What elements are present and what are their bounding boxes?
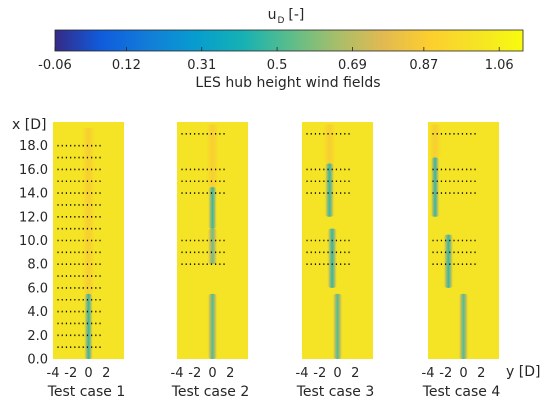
colorbar-gradient <box>54 29 524 52</box>
x-tick-label: 2 <box>102 366 110 381</box>
panel-3: -4 -2 0 2 Test case 3 <box>296 122 375 400</box>
panel-title: Test case 1 <box>47 384 126 400</box>
panel-2: -4 -2 0 2 Test case 2 <box>171 122 250 400</box>
y-tick-label: 6.0 <box>27 281 48 296</box>
wake-segment <box>207 293 218 359</box>
x-tick-label: -2 <box>188 366 201 381</box>
x-tick-label: -2 <box>313 366 326 381</box>
wake-diffuse <box>81 127 96 294</box>
wake-diffuse <box>205 124 220 188</box>
colorbar-label-main: u <box>268 7 277 23</box>
colorbar-tick-label: 0.12 <box>112 58 141 73</box>
x-tick-label: -4 <box>47 366 60 381</box>
wake-segment <box>324 163 335 217</box>
y-axis-label: x [D] <box>12 117 46 133</box>
x-tick-label: -4 <box>296 366 309 381</box>
x-tick-label: -2 <box>439 366 452 381</box>
y-tick-label: 4.0 <box>27 305 48 320</box>
wake-segment <box>207 228 218 265</box>
x-tick-label: 0 <box>333 366 341 381</box>
x-tick-label: 0 <box>459 366 467 381</box>
wake-segment <box>458 293 469 359</box>
colorbar-label-unit: [-] <box>288 7 304 23</box>
y-tick-label: 8.0 <box>27 258 48 273</box>
x-tick-label: 0 <box>84 366 92 381</box>
colorbar-tick-label: 0.69 <box>338 58 367 73</box>
y-tick-label: 2.0 <box>27 329 48 344</box>
colorbar-tick-label: 0.5 <box>267 58 288 73</box>
y-tick-label: 18.0 <box>19 139 48 154</box>
colorbar-tick-label: 0.31 <box>187 58 216 73</box>
chart-title: LES hub height wind fields <box>195 75 380 91</box>
panel-title: Test case 4 <box>422 384 501 400</box>
colorbar: uD [-] -0.06 0.12 0.31 0.5 0.69 0.87 1.06 <box>38 7 524 73</box>
y-tick-label: 12.0 <box>19 210 48 225</box>
panel-title: Test case 3 <box>296 384 375 400</box>
wake-segment <box>430 157 440 217</box>
wake-segment <box>332 293 343 359</box>
wake-diffuse <box>428 124 443 158</box>
y-tick-label: 0.0 <box>27 353 48 368</box>
colorbar-tick-label: 1.06 <box>485 58 514 73</box>
x-axis-label: y [D] <box>506 364 540 380</box>
y-axis-ticks: 0.0 2.0 4.0 6.0 8.0 10.0 12.0 14.0 16.0 18.0 <box>19 139 48 367</box>
wake-segment <box>443 234 454 288</box>
y-tick-label: 10.0 <box>19 234 48 249</box>
panel-title: Test case 2 <box>171 384 250 400</box>
x-tick-label: -4 <box>422 366 435 381</box>
panel-1: -4 -2 0 2 Test case 1 <box>47 122 126 400</box>
x-tick-label: -2 <box>64 366 77 381</box>
wake-segment <box>83 293 94 359</box>
y-tick-label: 16.0 <box>19 163 48 178</box>
x-tick-label: 2 <box>351 366 359 381</box>
colorbar-ticks: -0.06 0.12 0.31 0.5 0.69 0.87 1.06 <box>38 47 514 73</box>
x-tick-label: 2 <box>226 366 234 381</box>
x-tick-label: -4 <box>171 366 184 381</box>
colorbar-tick-label: 0.87 <box>409 58 438 73</box>
colorbar-label-sub: D <box>277 16 284 26</box>
x-tick-label: 2 <box>477 366 485 381</box>
wake-segment <box>207 187 218 229</box>
wake-diffuse <box>322 124 337 164</box>
x-tick-label: 0 <box>208 366 216 381</box>
colorbar-tick-label: -0.06 <box>38 58 72 73</box>
panel-4: -4 -2 0 2 Test case 4 <box>422 122 501 400</box>
colorbar-label: uD [-] <box>268 7 305 26</box>
y-tick-label: 14.0 <box>19 187 48 202</box>
wake-segment <box>326 228 338 288</box>
